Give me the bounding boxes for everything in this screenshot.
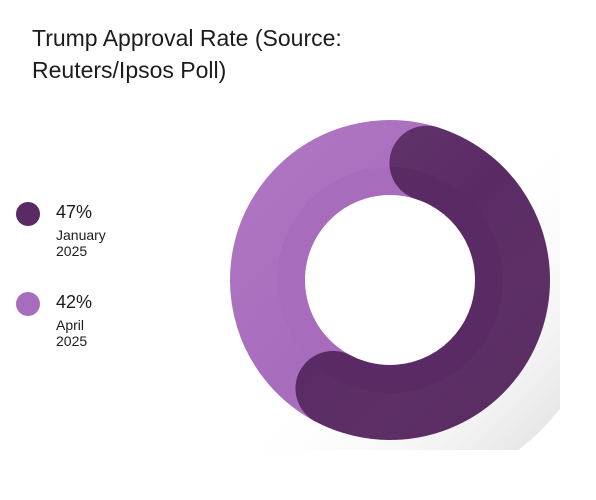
legend-label-april: April 2025 [56,317,88,349]
legend-label-january: January 2025 [56,227,106,259]
legend-swatch-january [16,202,40,226]
legend-value-january: 47% [56,202,93,222]
legend-swatch-april [16,292,40,316]
legend-value-april: 42% [56,292,93,312]
donut-texture-overlay [220,110,560,450]
chart-title: Trump Approval Rate (Source: Reuters/Ips… [32,25,342,83]
donut-chart [220,110,560,450]
